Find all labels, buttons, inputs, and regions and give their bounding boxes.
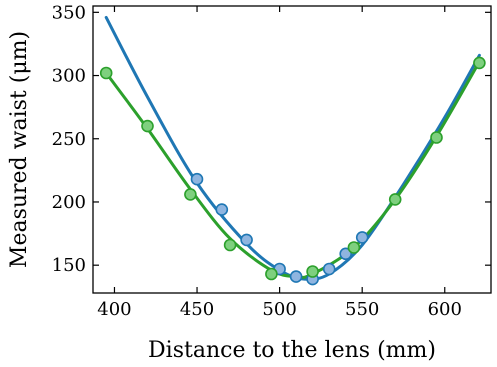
data-point-s1-1 — [190, 172, 204, 186]
data-point-s2-7 — [347, 241, 361, 254]
data-point-s2-6 — [306, 265, 319, 278]
y-tick-label: 300 — [52, 66, 86, 87]
y-tick-label: 350 — [52, 2, 86, 23]
fit-line-2 — [104, 60, 481, 279]
x-axis-label: Distance to the lens (mm) — [148, 338, 436, 363]
data-point-s2-10 — [473, 56, 486, 70]
x-tick-label: 600 — [428, 299, 462, 320]
data-point-s1-3 — [240, 233, 253, 247]
data-point-s1-7 — [322, 262, 336, 276]
x-tick-label: 450 — [180, 299, 214, 320]
x-tick-label: 500 — [262, 299, 296, 320]
data-point-s2-8 — [388, 193, 402, 206]
data-point-s2-1 — [99, 66, 113, 80]
y-tick-label: 200 — [52, 192, 86, 213]
data-point-s1-8 — [339, 247, 353, 261]
data-point-s1-9 — [355, 231, 369, 244]
x-tick-label: 400 — [97, 299, 131, 320]
plot-frame — [92, 5, 492, 294]
data-point-s1-2 — [215, 203, 229, 216]
axis-ticks: 400 450 500 550 600 150 200 250 300 350 — [52, 2, 491, 320]
data-point-s2-9 — [430, 131, 443, 144]
fit-lines — [104, 15, 481, 281]
y-axis-label: Measured waist (μm) — [7, 31, 32, 268]
data-point-s2-3 — [184, 188, 197, 201]
fit-line-1 — [104, 15, 481, 281]
data-point-s2-2 — [141, 119, 154, 133]
data-point-s2-5 — [265, 267, 278, 281]
x-tick-label: 550 — [345, 299, 379, 320]
data-markers — [99, 56, 486, 286]
y-tick-label: 250 — [52, 129, 86, 150]
data-point-s2-4 — [223, 238, 237, 252]
data-point-s1-5 — [289, 270, 303, 283]
y-tick-label: 150 — [52, 255, 86, 276]
